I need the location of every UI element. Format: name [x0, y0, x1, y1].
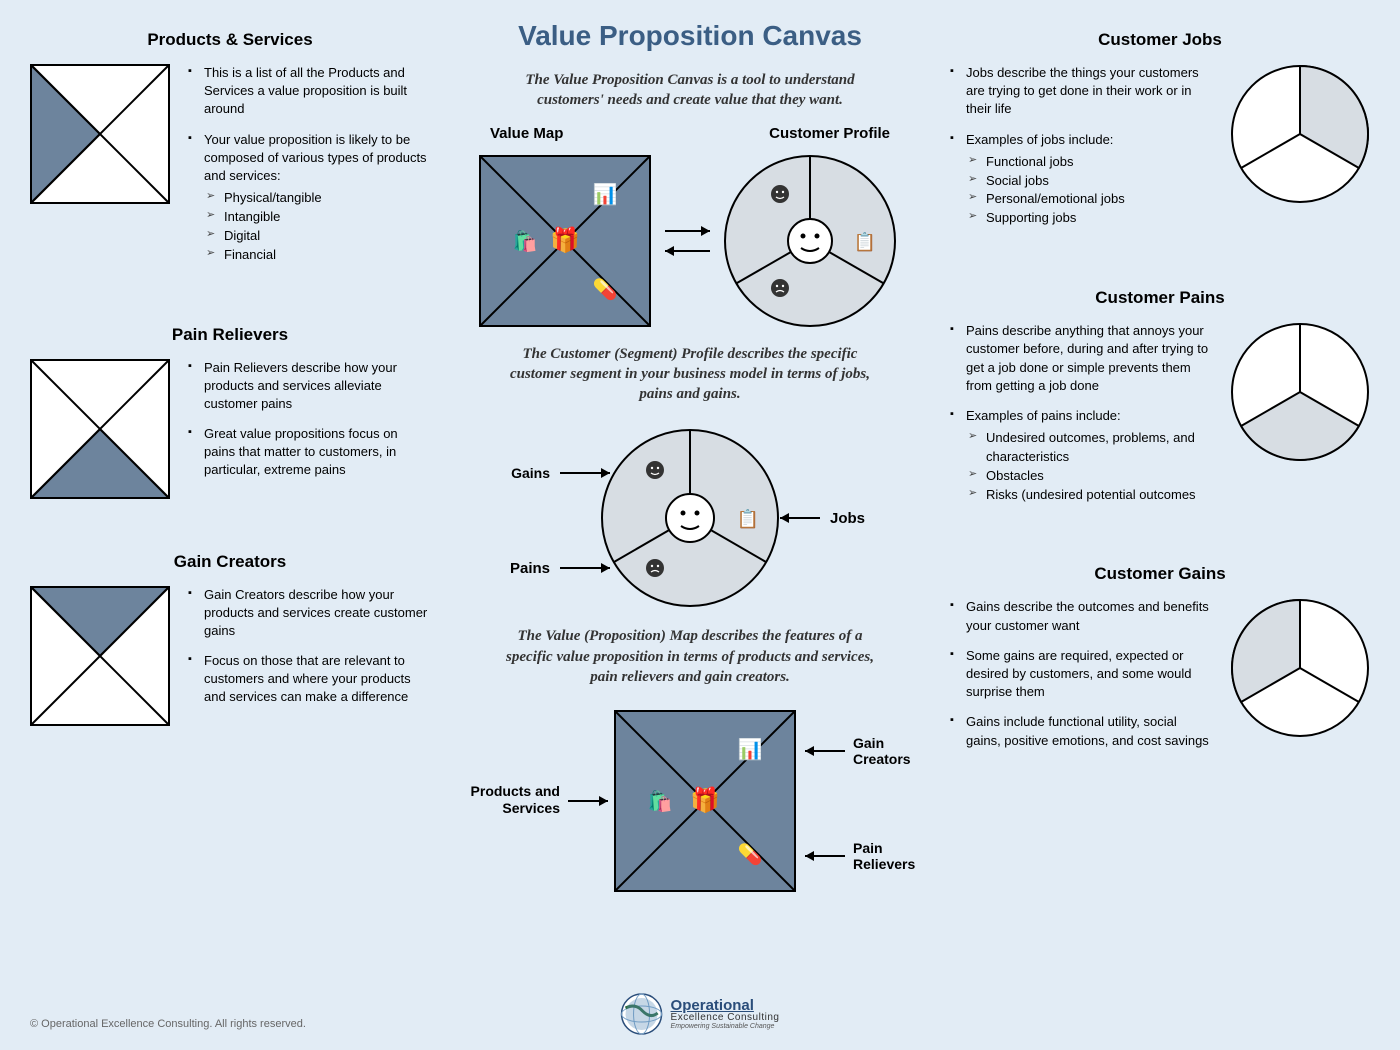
list-item: Physical/tangible — [206, 189, 430, 208]
svg-text:Creators: Creators — [853, 751, 911, 767]
pain-relievers-title: Pain Relievers — [30, 325, 430, 345]
svg-text:📋: 📋 — [737, 508, 759, 529]
top-diagram: 📊 🛍️ 🎁 💊 — [470, 146, 910, 336]
list-item: Risks (undesired potential outcomes — [968, 486, 1212, 505]
products-services-title: Products & Services — [30, 30, 430, 50]
gain-creators-bullets: Gain Creators describe how your products… — [188, 586, 430, 719]
brand-logo: Operational Excellence Consulting Empowe… — [621, 993, 780, 1035]
svg-text:🛍️: 🛍️ — [648, 789, 673, 813]
svg-text:🎁: 🎁 — [550, 226, 580, 254]
customer-jobs-bullets: Jobs describe the things your customers … — [950, 64, 1212, 228]
svg-text:Relievers: Relievers — [853, 856, 915, 872]
svg-text:📊: 📊 — [593, 182, 618, 206]
svg-text:Pain: Pain — [853, 840, 883, 856]
svg-text:📋: 📋 — [854, 231, 876, 252]
list-item: Examples of pains include: Undesired out… — [950, 407, 1212, 505]
value-map-diagram: Products and Services 📊 🛍️ 🎁 💊 Gain Crea… — [450, 701, 930, 901]
canvas-page: Products & Services This is a list of al… — [0, 0, 1400, 1050]
list-item: Gain Creators describe how your products… — [188, 586, 430, 641]
customer-jobs-thumb — [1230, 64, 1370, 209]
page-title: Value Proposition Canvas — [518, 20, 862, 52]
list-item: Great value propositions focus on pains … — [188, 425, 430, 480]
customer-gains-thumb — [1230, 598, 1370, 743]
svg-text:Products and: Products and — [471, 783, 560, 799]
customer-jobs-title: Customer Jobs — [950, 30, 1370, 50]
left-column: Products & Services This is a list of al… — [30, 20, 430, 901]
list-item: Your value proposition is likely to be c… — [188, 131, 430, 265]
list-item: Gains include functional utility, social… — [950, 713, 1212, 749]
svg-text:💊: 💊 — [593, 277, 618, 301]
list-item: This is a list of all the Products and S… — [188, 64, 430, 119]
gain-creators-title: Gain Creators — [30, 552, 430, 572]
svg-text:🎁: 🎁 — [690, 786, 720, 814]
footer-copyright: © Operational Excellence Consulting. All… — [30, 1018, 306, 1030]
globe-icon — [621, 993, 663, 1035]
pain-relievers-thumb — [30, 359, 170, 504]
list-item: Financial — [206, 246, 430, 265]
list-item: Gains describe the outcomes and benefits… — [950, 598, 1212, 634]
list-item: Supporting jobs — [968, 209, 1212, 228]
center-column: Value Proposition Canvas The Value Propo… — [450, 20, 930, 901]
pains-label: Pains — [510, 560, 550, 577]
list-item: Focus on those that are relevant to cust… — [188, 652, 430, 707]
customer-desc: The Customer (Segment) Profile describes… — [500, 344, 880, 405]
customer-profile-label: Customer Profile — [769, 125, 890, 142]
logo-line1: Operational — [671, 998, 780, 1013]
list-item: Pain Relievers describe how your product… — [188, 359, 430, 414]
svg-text:📊: 📊 — [738, 737, 763, 761]
svg-text:Gain: Gain — [853, 735, 884, 751]
svg-text:🛍️: 🛍️ — [513, 229, 538, 253]
list-item: Personal/emotional jobs — [968, 190, 1212, 209]
svg-text:Services: Services — [502, 800, 560, 816]
jobs-label: Jobs — [830, 510, 865, 527]
list-item: Social jobs — [968, 172, 1212, 191]
list-item: Undesired outcomes, problems, and charac… — [968, 429, 1212, 467]
logo-line2: Excellence Consulting — [671, 1013, 780, 1023]
list-item: Jobs describe the things your customers … — [950, 64, 1212, 119]
products-services-bullets: This is a list of all the Products and S… — [188, 64, 430, 277]
list-item: Obstacles — [968, 467, 1212, 486]
list-item: Some gains are required, expected or des… — [950, 647, 1212, 702]
value-map-desc: The Value (Proposition) Map describes th… — [500, 626, 880, 687]
customer-pains-title: Customer Pains — [950, 288, 1370, 308]
customer-gains-bullets: Gains describe the outcomes and benefits… — [950, 598, 1212, 749]
gain-creators-thumb — [30, 586, 170, 731]
list-item: Pains describe anything that annoys your… — [950, 322, 1212, 395]
list-item: Examples of jobs include: Functional job… — [950, 131, 1212, 229]
right-column: Customer Jobs Jobs describe the things y… — [950, 20, 1370, 901]
customer-profile-diagram: Gains Pains 📋 Jobs — [480, 418, 900, 618]
customer-pains-bullets: Pains describe anything that annoys your… — [950, 322, 1212, 504]
list-item: Digital — [206, 227, 430, 246]
gains-label: Gains — [511, 465, 550, 481]
intro-text: The Value Proposition Canvas is a tool t… — [500, 70, 880, 111]
customer-gains-title: Customer Gains — [950, 564, 1370, 584]
list-item: Functional jobs — [968, 153, 1212, 172]
list-item: Intangible — [206, 208, 430, 227]
logo-line3: Empowering Sustainable Change — [671, 1023, 780, 1030]
svg-text:💊: 💊 — [738, 842, 763, 866]
products-services-thumb — [30, 64, 170, 209]
pain-relievers-bullets: Pain Relievers describe how your product… — [188, 359, 430, 492]
value-map-label: Value Map — [490, 125, 563, 142]
customer-pains-thumb — [1230, 322, 1370, 467]
